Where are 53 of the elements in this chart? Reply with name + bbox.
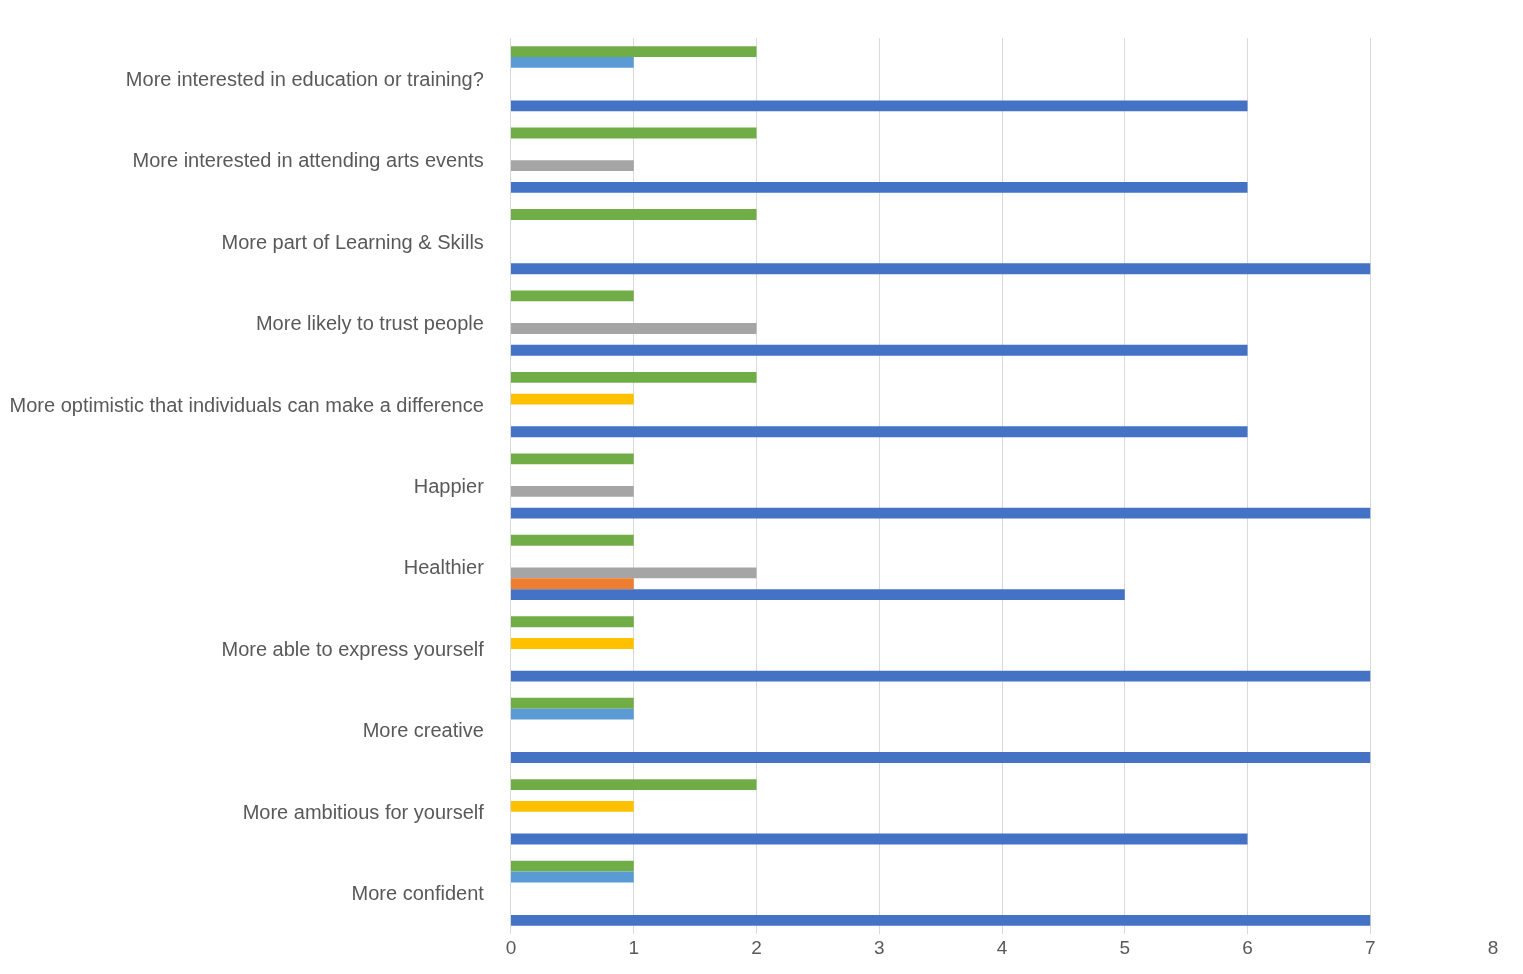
x-tick-label: 4 <box>996 937 1008 958</box>
bar <box>511 567 757 579</box>
x-tick-label: 8 <box>1487 937 1499 958</box>
y-tick-label: More interested in attending arts events <box>132 149 484 172</box>
bar <box>511 426 1248 438</box>
x-tick-label: 1 <box>628 937 640 958</box>
x-tick-label: 5 <box>1119 937 1131 958</box>
bar <box>511 534 634 546</box>
bar <box>511 914 1371 926</box>
y-tick-label: More likely to trust people <box>255 312 484 335</box>
bar <box>511 263 1371 275</box>
bar <box>511 616 634 628</box>
bar <box>511 578 634 590</box>
bar <box>511 344 1248 356</box>
bar <box>511 800 634 812</box>
bar <box>511 323 757 334</box>
bar <box>511 453 634 465</box>
bar <box>511 871 634 883</box>
bar <box>511 486 634 497</box>
bar <box>511 697 634 709</box>
y-tick-label: More creative <box>362 719 484 742</box>
y-tick-label: More able to express yourself <box>221 637 485 660</box>
bar <box>511 670 1371 682</box>
bar <box>511 160 634 172</box>
y-tick-label: More ambitious for yourself <box>242 800 485 823</box>
x-tick-label: 3 <box>873 937 885 958</box>
bar <box>511 708 634 720</box>
bar <box>511 46 757 58</box>
bar <box>511 752 1371 763</box>
bar <box>511 371 757 383</box>
bar <box>511 833 1248 845</box>
y-tick-label: More optimistic that individuals can make a difference <box>9 393 484 416</box>
bar <box>511 100 1248 112</box>
bar <box>511 181 1248 193</box>
bar <box>511 779 757 791</box>
x-tick-label: 2 <box>751 937 762 958</box>
x-tick-label: 6 <box>1242 937 1253 958</box>
bar <box>511 589 1125 601</box>
bar <box>511 860 634 872</box>
bar <box>511 209 757 220</box>
bar <box>511 393 634 405</box>
x-tick-label: 0 <box>505 937 517 958</box>
bar <box>511 127 757 139</box>
x-tick-label: 7 <box>1364 937 1376 958</box>
bar <box>511 507 1371 519</box>
y-tick-label: More part of Learning & Skills <box>221 230 484 253</box>
bar <box>511 638 634 649</box>
y-tick-label: Happier <box>413 475 485 497</box>
bar <box>511 290 634 302</box>
y-tick-label: More interested in education or training? <box>125 67 484 90</box>
y-tick-label: More confident <box>351 882 485 905</box>
bar <box>511 57 634 68</box>
y-tick-label: Healthier <box>403 556 485 579</box>
